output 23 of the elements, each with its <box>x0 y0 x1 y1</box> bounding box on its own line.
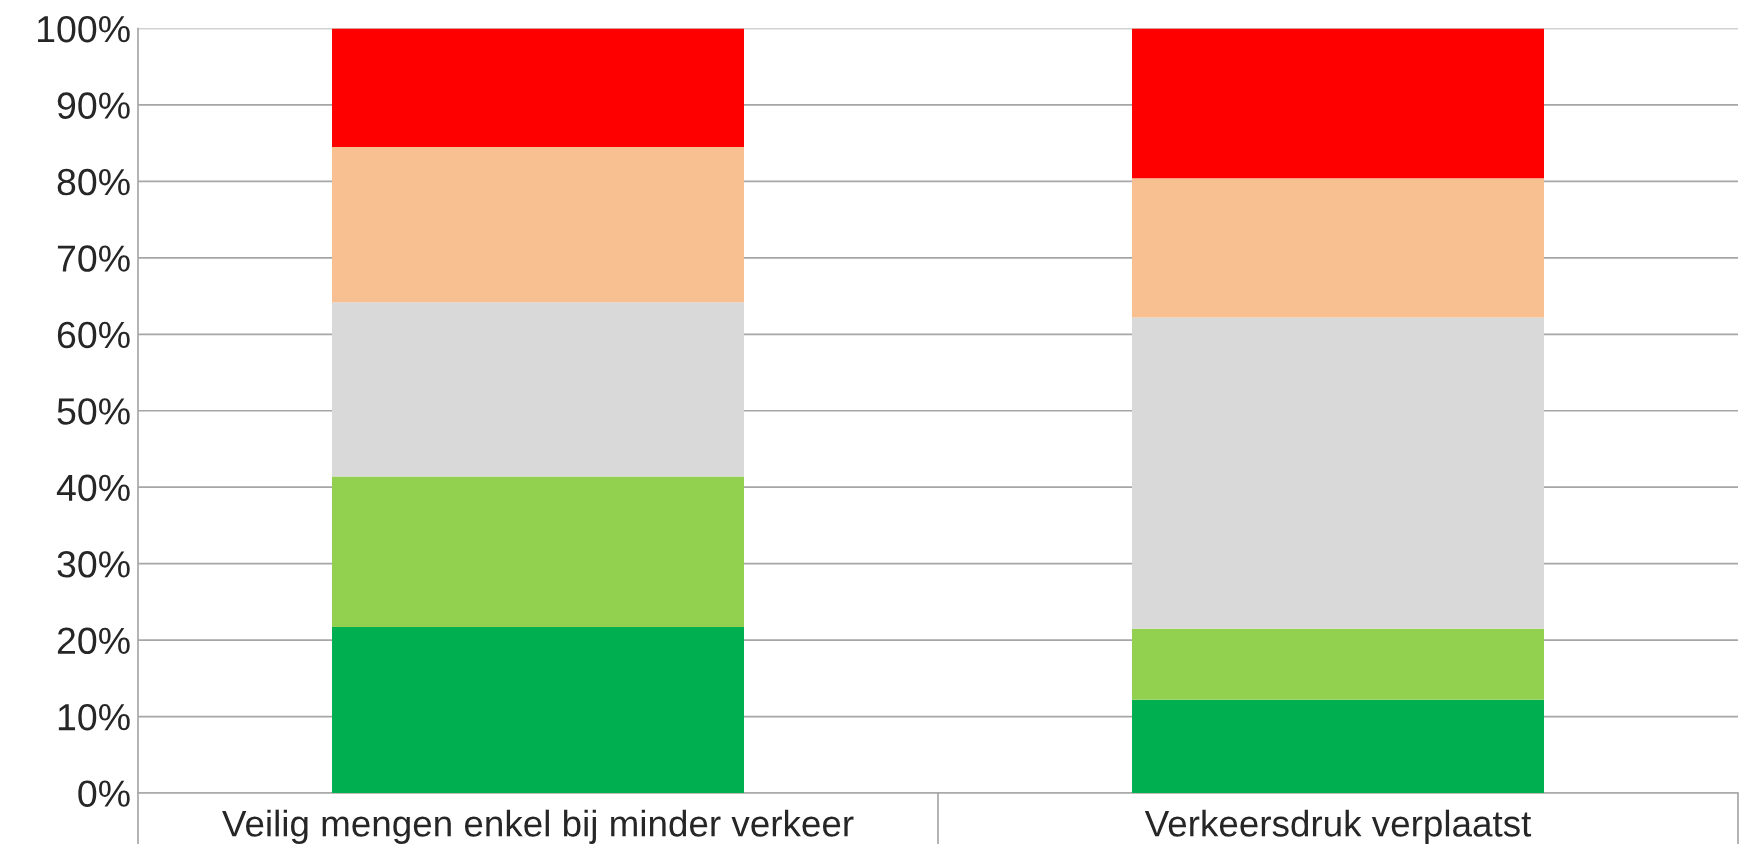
bar <box>332 147 744 303</box>
y-tick-label: 10% <box>58 703 130 731</box>
bar <box>332 302 744 477</box>
y-tick-label: 40% <box>56 474 130 502</box>
bar <box>1132 699 1544 793</box>
bar <box>332 28 744 147</box>
x-tick-label: Verkeersdruk verplaatst <box>1144 809 1532 844</box>
bar <box>1132 28 1544 179</box>
y-tick-label: 0% <box>78 780 130 807</box>
bar <box>1132 178 1544 318</box>
y-tick-label: 50% <box>57 398 130 425</box>
y-tick-label: 100% <box>38 15 130 43</box>
x-tick-label: Veilig mengen enkel bij minder verkeer <box>222 809 854 844</box>
y-tick-label: 70% <box>57 245 130 272</box>
y-tick-label: 60% <box>57 321 130 349</box>
bar <box>1132 628 1544 700</box>
bar <box>332 627 744 793</box>
y-tick-label: 90% <box>57 92 130 119</box>
y-tick-label: 80% <box>57 168 130 196</box>
y-tick-label: 20% <box>57 627 130 655</box>
bar <box>1132 317 1544 629</box>
y-tick-label: 30% <box>57 551 130 578</box>
bar <box>332 476 744 628</box>
